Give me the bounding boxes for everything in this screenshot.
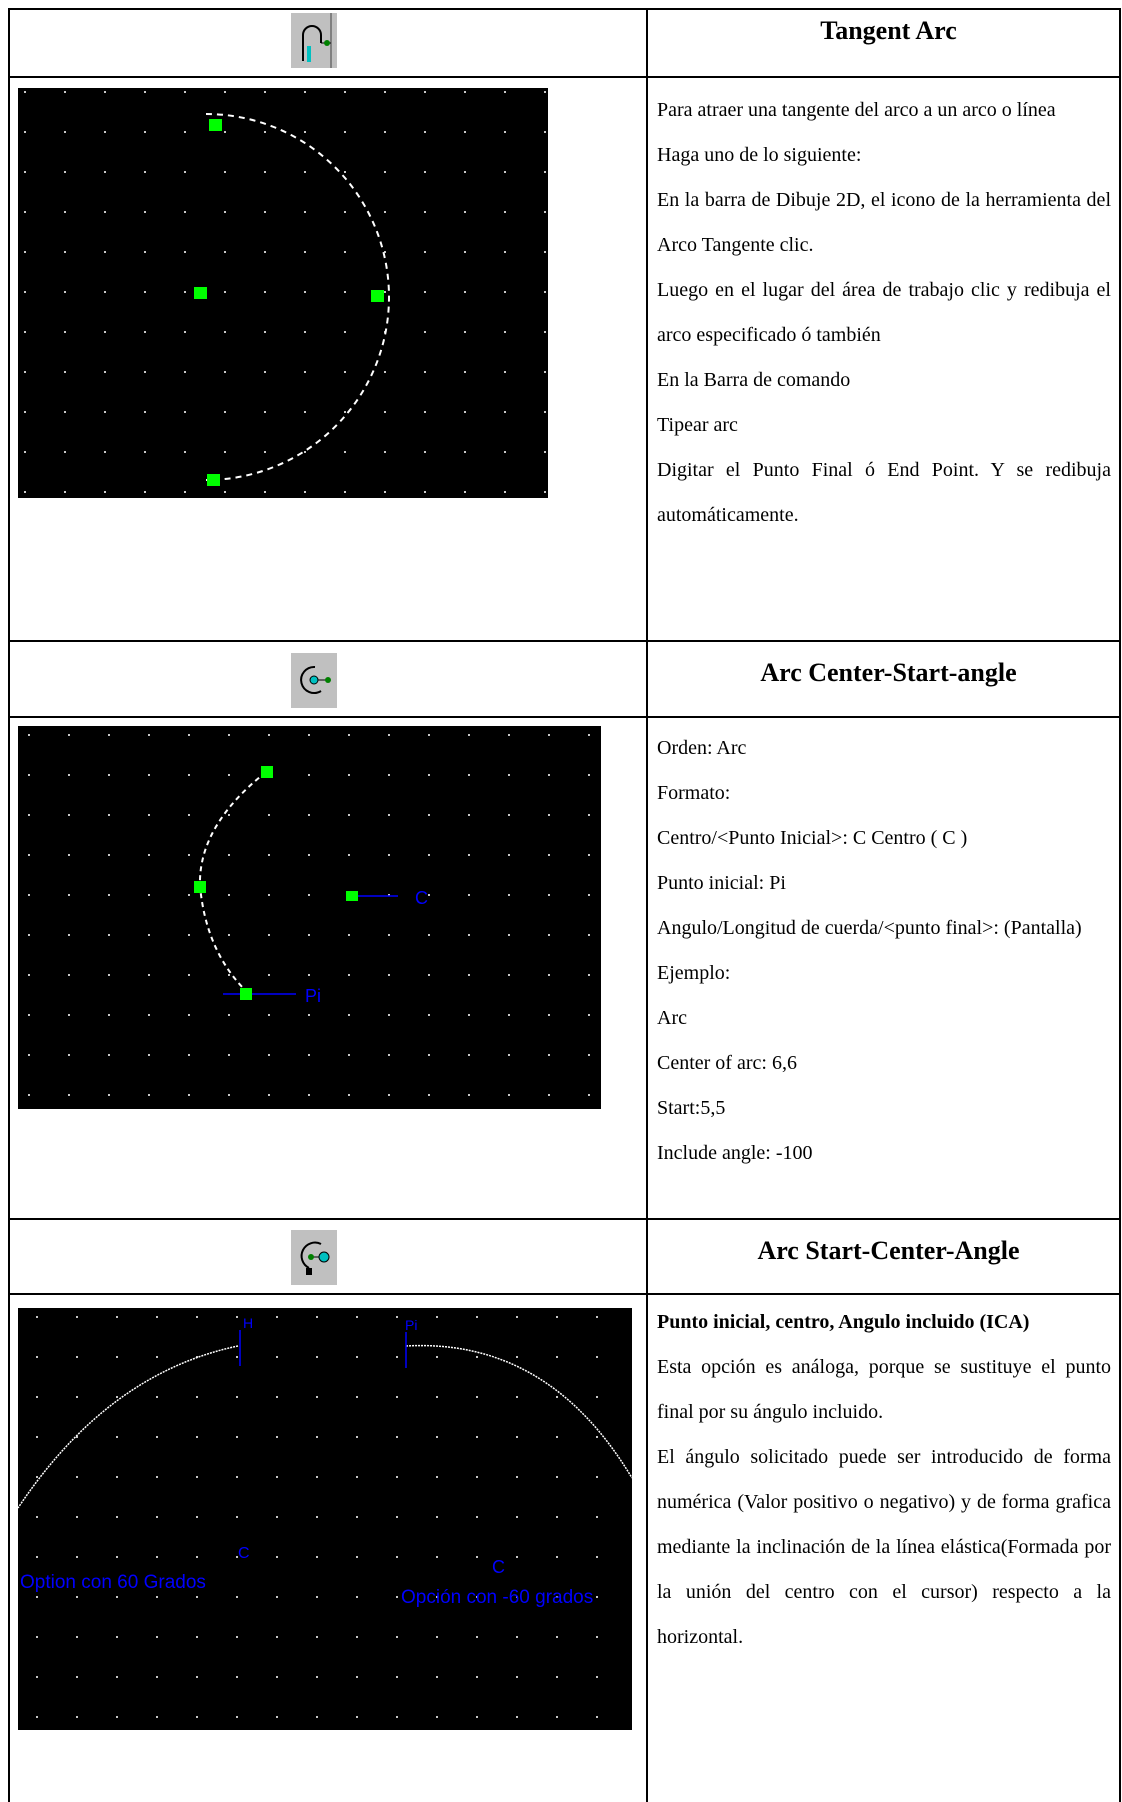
section-heading: Punto inicial, centro, Angulo incluido (… bbox=[657, 1311, 1030, 1333]
grip-end bbox=[261, 766, 273, 778]
section-text: Para atraer una tangente del arco a un a… bbox=[657, 88, 1111, 538]
tangent-arc-screenshot bbox=[18, 88, 548, 498]
section-title: Tangent Arc bbox=[820, 16, 957, 45]
table-border-top bbox=[8, 8, 1121, 10]
paragraph: En la barra de Dibuje 2D, el icono de la… bbox=[657, 189, 1111, 256]
table-row-divider bbox=[8, 716, 1121, 718]
paragraph: Angulo/Longitud de cuerda/<punto final>:… bbox=[657, 917, 1082, 939]
table-row-divider bbox=[8, 640, 1121, 642]
paragraph: Centro/<Punto Inicial>: C Centro ( C ) bbox=[657, 827, 968, 849]
paragraph: Arc bbox=[657, 1007, 687, 1029]
table-border-right bbox=[1119, 8, 1121, 1802]
right-caption: Opción con -60 grados bbox=[401, 1587, 593, 1608]
left-caption: Option con 60 Grados bbox=[20, 1572, 206, 1593]
paragraph: Include angle: -100 bbox=[657, 1142, 813, 1164]
center-label: C bbox=[415, 888, 428, 908]
arc-start-center-screenshot: H Pi C C Option con 60 Grados Opción con… bbox=[18, 1308, 632, 1730]
tangent-arc-icon bbox=[291, 13, 337, 68]
section-title: Arc Center-Start-angle bbox=[760, 658, 1017, 687]
paragraph: Formato: bbox=[657, 782, 731, 804]
paragraph: Haga uno de lo siguiente: bbox=[657, 144, 862, 166]
grip-end bbox=[207, 474, 220, 486]
arc-start-center-angle-icon bbox=[291, 1230, 337, 1285]
paragraph: Tipear arc bbox=[657, 414, 738, 436]
paragraph: Para atraer una tangente del arco a un a… bbox=[657, 99, 1056, 121]
paragraph: Center of arc: 6,6 bbox=[657, 1052, 797, 1074]
paragraph: Ejemplo: bbox=[657, 962, 731, 984]
table-column-divider bbox=[646, 8, 648, 1802]
grip-center bbox=[346, 891, 358, 901]
paragraph: En la Barra de comando bbox=[657, 369, 851, 391]
section-text: Punto inicial, centro, Angulo incluido (… bbox=[657, 1300, 1111, 1660]
left-center-label: C bbox=[238, 1545, 250, 1562]
table-row-divider bbox=[8, 1218, 1121, 1220]
paragraph: Punto inicial: Pi bbox=[657, 872, 786, 894]
paragraph: El ángulo solicitado puede ser introduci… bbox=[657, 1446, 1111, 1648]
grip-mid bbox=[194, 881, 206, 893]
paragraph: Orden: Arc bbox=[657, 737, 747, 759]
left-start-label: H bbox=[243, 1315, 253, 1331]
right-center-label: C bbox=[492, 1557, 505, 1577]
paragraph: Esta opción es análoga, porque se sustit… bbox=[657, 1356, 1111, 1423]
grip-mid bbox=[371, 290, 384, 302]
table-row-divider bbox=[8, 1293, 1121, 1295]
grip-center bbox=[194, 287, 207, 299]
section-title: Arc Start-Center-Angle bbox=[757, 1236, 1020, 1265]
grip-start bbox=[209, 119, 222, 131]
start-label: Pi bbox=[305, 986, 321, 1006]
table-row-divider bbox=[8, 76, 1121, 78]
arc-center-start-angle-icon bbox=[291, 653, 337, 708]
table-border-left bbox=[8, 8, 10, 1802]
paragraph: Digitar el Punto Final ó End Point. Y se… bbox=[657, 459, 1111, 526]
paragraph: Luego en el lugar del área de trabajo cl… bbox=[657, 279, 1111, 346]
arc-center-start-screenshot: C Pi bbox=[18, 726, 601, 1109]
document-table: Tangent Arc Para atraer una tangente del… bbox=[8, 8, 1121, 1802]
grip-start bbox=[240, 988, 252, 1000]
paragraph: Start:5,5 bbox=[657, 1097, 726, 1119]
right-start-label: Pi bbox=[405, 1317, 417, 1333]
section-text: Orden: Arc Formato: Centro/<Punto Inicia… bbox=[657, 726, 1111, 1176]
